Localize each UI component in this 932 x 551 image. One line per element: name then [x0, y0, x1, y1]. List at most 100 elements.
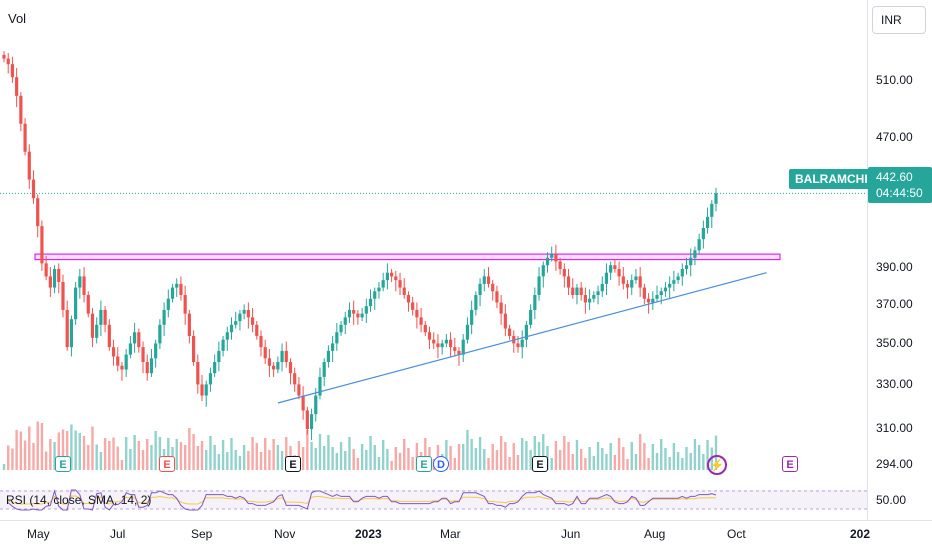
- volume-bar: [630, 442, 633, 470]
- price-chart[interactable]: [0, 0, 932, 520]
- volume-bar: [651, 444, 655, 470]
- candle-body: [613, 265, 617, 269]
- candle-body: [86, 295, 90, 314]
- volume-bar: [445, 440, 448, 470]
- candle-body: [309, 414, 314, 430]
- candle-body: [158, 324, 162, 344]
- candle-body: [356, 313, 360, 318]
- candle-body: [326, 350, 331, 363]
- earnings-event-icon[interactable]: E: [285, 456, 301, 472]
- volume-bar: [301, 447, 305, 470]
- volume-bar: [306, 430, 309, 470]
- candle-body: [15, 77, 19, 96]
- volume-bar: [226, 452, 229, 470]
- candle-body: [617, 268, 621, 277]
- earnings-event-icon[interactable]: E: [416, 456, 432, 472]
- volume-bar: [558, 450, 562, 470]
- rsi-legend[interactable]: RSI (14, close, SMA, 14, 2): [6, 493, 152, 507]
- volume-bar: [424, 438, 427, 470]
- price-axis[interactable]: [867, 0, 932, 520]
- volume-bar: [613, 455, 617, 470]
- candle-body: [242, 309, 246, 314]
- volume-bar: [398, 453, 402, 470]
- candle-body: [634, 276, 638, 281]
- candle-body: [693, 250, 697, 258]
- candle-body: [364, 306, 368, 314]
- candle-body: [103, 309, 107, 325]
- volume-bar: [575, 440, 579, 470]
- lightning-icon[interactable]: ⚡: [707, 455, 727, 475]
- volume-bar: [365, 450, 368, 470]
- earnings-event-icon[interactable]: E: [532, 456, 548, 472]
- volume-bar: [61, 429, 65, 470]
- candle-body: [57, 268, 61, 282]
- time-axis[interactable]: [0, 520, 932, 551]
- candle-body: [385, 272, 389, 281]
- candle-body: [339, 324, 343, 333]
- volume-bar: [563, 436, 566, 470]
- volume-bar: [179, 442, 183, 470]
- volume-bar: [643, 443, 646, 470]
- candle-body: [600, 283, 604, 292]
- volume-bar: [407, 448, 410, 470]
- volume-bar: [457, 444, 461, 470]
- candle-body: [583, 295, 587, 303]
- candle-body: [238, 313, 242, 322]
- volume-bar: [74, 430, 77, 470]
- earnings-event-icon[interactable]: E: [159, 456, 175, 472]
- resistance-zone: [34, 253, 781, 261]
- candle-body: [145, 362, 149, 374]
- volume-bar: [626, 459, 629, 470]
- volume-bar: [660, 439, 663, 470]
- candle-body: [389, 272, 394, 277]
- volume-bar: [150, 445, 153, 470]
- volume-bar: [335, 453, 339, 470]
- volume-bar: [238, 456, 242, 470]
- candle-body: [470, 309, 474, 325]
- volume-bar: [217, 454, 221, 470]
- volume-bar: [584, 458, 587, 470]
- volume-bar: [664, 448, 667, 470]
- volume-bar: [567, 442, 570, 470]
- volume-bar: [154, 431, 157, 470]
- price-tick: 330.00: [876, 377, 913, 391]
- candle-body: [74, 287, 78, 320]
- currency-button[interactable]: INR: [872, 6, 926, 34]
- candle-body: [31, 179, 36, 199]
- candle-body: [507, 328, 512, 336]
- dividend-event-icon[interactable]: D: [433, 456, 449, 472]
- candle-body: [229, 324, 234, 333]
- candle-body: [394, 276, 398, 281]
- volume-bar: [95, 444, 98, 470]
- volume-bar: [99, 452, 103, 470]
- volume-bar: [579, 449, 583, 470]
- volume-bar: [70, 424, 73, 470]
- candle-body: [545, 257, 550, 266]
- candle-body: [461, 339, 465, 355]
- volume-bar: [133, 435, 136, 470]
- volume-bar: [542, 434, 545, 470]
- price-tick: 470.00: [876, 130, 913, 144]
- volume-bar: [11, 448, 14, 470]
- candle-body: [267, 358, 272, 366]
- volume-bar: [196, 446, 199, 470]
- volume-bar: [411, 457, 414, 470]
- time-tick: Sep: [191, 527, 213, 541]
- ticker-tag: BALRAMCHIN: [789, 169, 883, 189]
- candle-body: [293, 373, 297, 385]
- price-tick: 350.00: [876, 336, 913, 350]
- volume-bar: [592, 456, 596, 470]
- candle-body: [183, 295, 187, 314]
- candle-body: [133, 332, 137, 344]
- earnings-event-icon[interactable]: E: [782, 456, 798, 472]
- candle-body: [259, 335, 263, 348]
- volume-bar: [381, 440, 385, 470]
- volume-bar: [200, 441, 204, 470]
- time-tick: May: [27, 527, 50, 541]
- earnings-event-icon[interactable]: E: [55, 456, 71, 472]
- volume-bar: [192, 434, 195, 470]
- time-tick: 202: [850, 527, 871, 541]
- candle-body: [347, 309, 352, 318]
- candle-body: [234, 321, 238, 325]
